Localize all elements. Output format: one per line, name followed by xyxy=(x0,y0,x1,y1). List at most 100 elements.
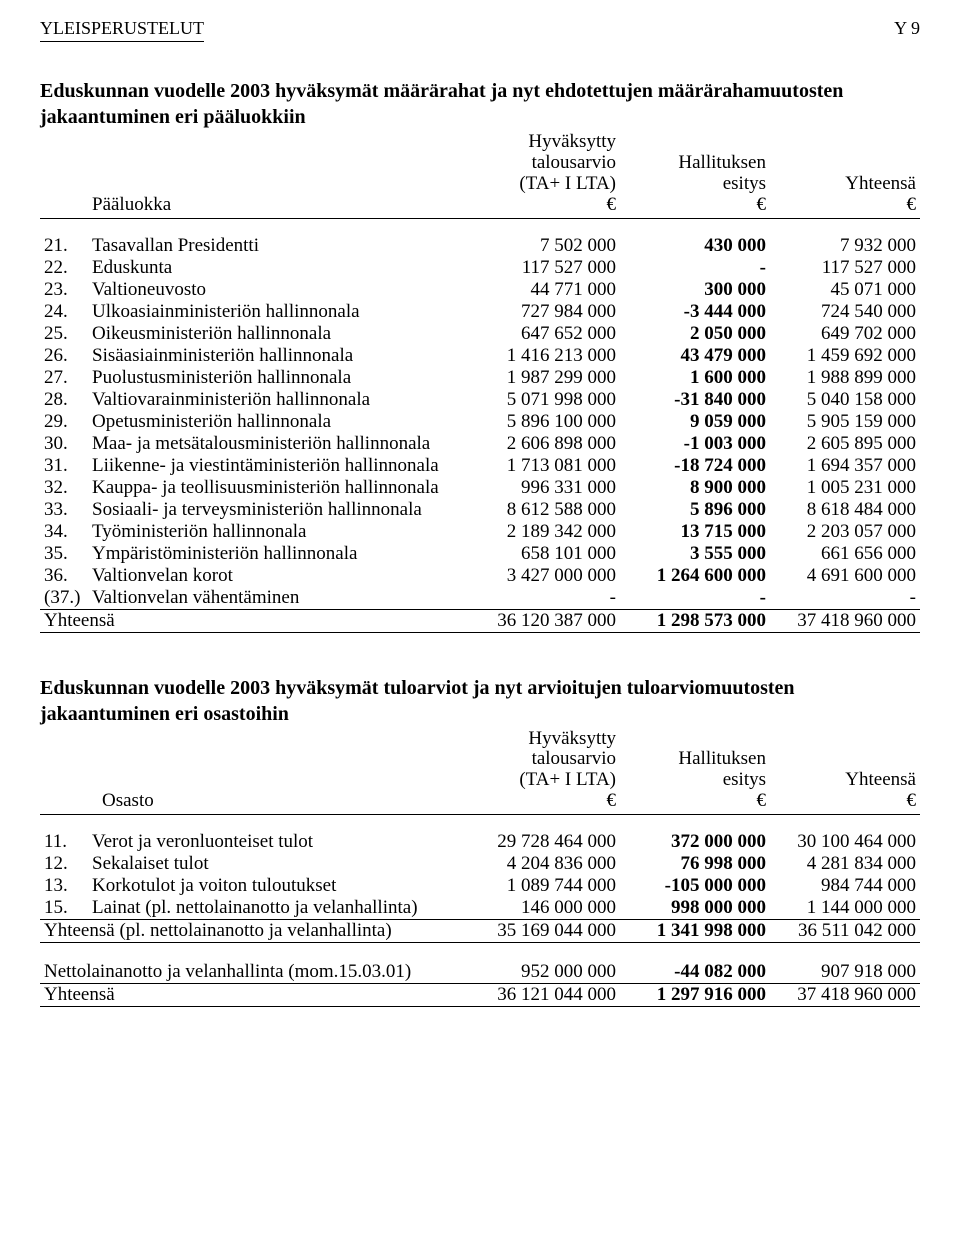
table2-subtotal-row: Yhteensä (pl. nettolainanotto ja velanha… xyxy=(40,920,920,943)
row-no: 29. xyxy=(40,411,88,433)
row-c: 1 459 692 000 xyxy=(770,345,920,367)
row-a: 146 000 000 xyxy=(470,897,620,920)
table-row: 35.Ympäristöministeriön hallinnonala658 … xyxy=(40,543,920,565)
row-a: 117 527 000 xyxy=(470,257,620,279)
row-b: 2 050 000 xyxy=(620,323,770,345)
row-b: - xyxy=(620,257,770,279)
row-name: Ulkoasiainministeriön hallinnonala xyxy=(88,301,470,323)
row-c: 649 702 000 xyxy=(770,323,920,345)
row-b: 300 000 xyxy=(620,279,770,301)
row-a: 1 987 299 000 xyxy=(470,367,620,389)
table2-total-c: 37 418 960 000 xyxy=(770,984,920,1007)
header-left: YLEISPERUSTELUT xyxy=(40,18,204,42)
table2-net-b: -44 082 000 xyxy=(620,961,770,984)
row-c: 117 527 000 xyxy=(770,257,920,279)
t2-col-gov-l1: Hallituksen xyxy=(624,749,766,770)
col-budget-l2: talousarvio xyxy=(474,153,616,174)
row-name: Eduskunta xyxy=(88,257,470,279)
table1-title: Eduskunnan vuodelle 2003 hyväksymät määr… xyxy=(40,78,920,130)
table2-net-row: Nettolainanotto ja velanhallinta (mom.15… xyxy=(40,961,920,984)
table-row: 34.Työministeriön hallinnonala2 189 342 … xyxy=(40,521,920,543)
row-c: 1 005 231 000 xyxy=(770,477,920,499)
row-c: 1 988 899 000 xyxy=(770,367,920,389)
col-tot-l2: € xyxy=(774,195,916,216)
row-name: Korkotulot ja voiton tuloutukset xyxy=(88,875,470,897)
table2-header-row: Osasto Hyväksytty talousarvio (TA+ I LTA… xyxy=(40,729,920,815)
table-row: 24.Ulkoasiainministeriön hallinnonala727… xyxy=(40,301,920,323)
table2-total-b: 1 297 916 000 xyxy=(620,984,770,1007)
row-a: 44 771 000 xyxy=(470,279,620,301)
table2-title: Eduskunnan vuodelle 2003 hyväksymät tulo… xyxy=(40,675,920,727)
row-no: 11. xyxy=(40,831,88,853)
t2-col-budget-l3: (TA+ I LTA) xyxy=(474,770,616,791)
table-row: 30.Maa- ja metsätalousministeriön hallin… xyxy=(40,433,920,455)
row-name: Sisäasiainministeriön hallinnonala xyxy=(88,345,470,367)
row-c: 984 744 000 xyxy=(770,875,920,897)
row-no: 30. xyxy=(40,433,88,455)
row-a: 727 984 000 xyxy=(470,301,620,323)
row-no: 35. xyxy=(40,543,88,565)
row-name: Sekalaiset tulot xyxy=(88,853,470,875)
row-no: 21. xyxy=(40,235,88,257)
row-no: 13. xyxy=(40,875,88,897)
row-no: 22. xyxy=(40,257,88,279)
row-b: -18 724 000 xyxy=(620,455,770,477)
row-c: 2 203 057 000 xyxy=(770,521,920,543)
row-c: 4 281 834 000 xyxy=(770,853,920,875)
table-row: 36.Valtionvelan korot3 427 000 0001 264 … xyxy=(40,565,920,587)
table-row: 29.Opetusministeriön hallinnonala5 896 1… xyxy=(40,411,920,433)
row-name: Verot ja veronluonteiset tulot xyxy=(88,831,470,853)
row-c: 2 605 895 000 xyxy=(770,433,920,455)
table-row: 23.Valtioneuvosto44 771 000300 00045 071… xyxy=(40,279,920,301)
table2-subtotal-a: 35 169 044 000 xyxy=(470,920,620,943)
row-name: Työministeriön hallinnonala xyxy=(88,521,470,543)
row-c: 45 071 000 xyxy=(770,279,920,301)
row-c: 661 656 000 xyxy=(770,543,920,565)
row-no: 34. xyxy=(40,521,88,543)
row-no: 23. xyxy=(40,279,88,301)
row-a: 1 089 744 000 xyxy=(470,875,620,897)
row-no: 26. xyxy=(40,345,88,367)
row-name: Valtiovarainministeriön hallinnonala xyxy=(88,389,470,411)
row-no: 32. xyxy=(40,477,88,499)
row-a: 3 427 000 000 xyxy=(470,565,620,587)
row-b: 9 059 000 xyxy=(620,411,770,433)
row-no: 28. xyxy=(40,389,88,411)
row-c: - xyxy=(770,587,920,610)
row-name: Maa- ja metsätalousministeriön hallinnon… xyxy=(88,433,470,455)
t2-col-gov-l3: € xyxy=(624,791,766,812)
row-b: -1 003 000 xyxy=(620,433,770,455)
row-a: 996 331 000 xyxy=(470,477,620,499)
table1-total-label: Yhteensä xyxy=(40,609,470,632)
row-b: 998 000 000 xyxy=(620,897,770,920)
col-budget-l1: Hyväksytty xyxy=(474,132,616,153)
table1-row-label: Pääluokka xyxy=(88,132,470,218)
col-gov-l1: Hallituksen xyxy=(624,153,766,174)
row-name: Valtionvelan korot xyxy=(88,565,470,587)
row-name: Valtionvelan vähentäminen xyxy=(88,587,470,610)
table2: Osasto Hyväksytty talousarvio (TA+ I LTA… xyxy=(40,729,920,1008)
table-row: 11.Verot ja veronluonteiset tulot29 728 … xyxy=(40,831,920,853)
table1-total-row: Yhteensä 36 120 387 000 1 298 573 000 37… xyxy=(40,609,920,632)
row-a: 7 502 000 xyxy=(470,235,620,257)
col-gov-l2: esitys xyxy=(624,174,766,195)
table2-net-label: Nettolainanotto ja velanhallinta (mom.15… xyxy=(40,961,470,984)
row-b: 8 900 000 xyxy=(620,477,770,499)
t2-col-budget-l1: Hyväksytty xyxy=(474,729,616,750)
col-budget-l4: € xyxy=(474,195,616,216)
row-b: 430 000 xyxy=(620,235,770,257)
row-c: 4 691 600 000 xyxy=(770,565,920,587)
table2-row-label: Osasto xyxy=(88,729,470,815)
table-row: 12.Sekalaiset tulot4 204 836 00076 998 0… xyxy=(40,853,920,875)
row-no: 12. xyxy=(40,853,88,875)
t2-col-budget-l4: € xyxy=(474,791,616,812)
row-a: 1 713 081 000 xyxy=(470,455,620,477)
t2-col-budget-l2: talousarvio xyxy=(474,749,616,770)
row-c: 5 905 159 000 xyxy=(770,411,920,433)
table-row: 27.Puolustusministeriön hallinnonala1 98… xyxy=(40,367,920,389)
row-b: 372 000 000 xyxy=(620,831,770,853)
row-a: 8 612 588 000 xyxy=(470,499,620,521)
row-no: 27. xyxy=(40,367,88,389)
row-b: 43 479 000 xyxy=(620,345,770,367)
table-row: 26.Sisäasiainministeriön hallinnonala 1 4… xyxy=(40,345,920,367)
